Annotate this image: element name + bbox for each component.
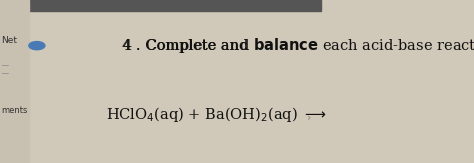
Text: Net: Net xyxy=(1,36,18,45)
Text: HClO$_4$(aq) + Ba(OH)$_2$(aq) $\longrightarrow$: HClO$_4$(aq) + Ba(OH)$_2$(aq) $\longrigh… xyxy=(106,105,327,124)
Circle shape xyxy=(29,42,45,50)
Text: ›: › xyxy=(307,112,311,122)
Text: 4 . Complete and: 4 . Complete and xyxy=(122,39,253,53)
FancyBboxPatch shape xyxy=(0,0,29,163)
Text: ments: ments xyxy=(1,106,28,115)
FancyBboxPatch shape xyxy=(0,0,321,11)
Text: 4 . Complete and: 4 . Complete and xyxy=(122,39,253,53)
Text: 4 . Complete and $\mathbf{balance}$ each acid-base reaction.: 4 . Complete and $\mathbf{balance}$ each… xyxy=(122,36,474,55)
